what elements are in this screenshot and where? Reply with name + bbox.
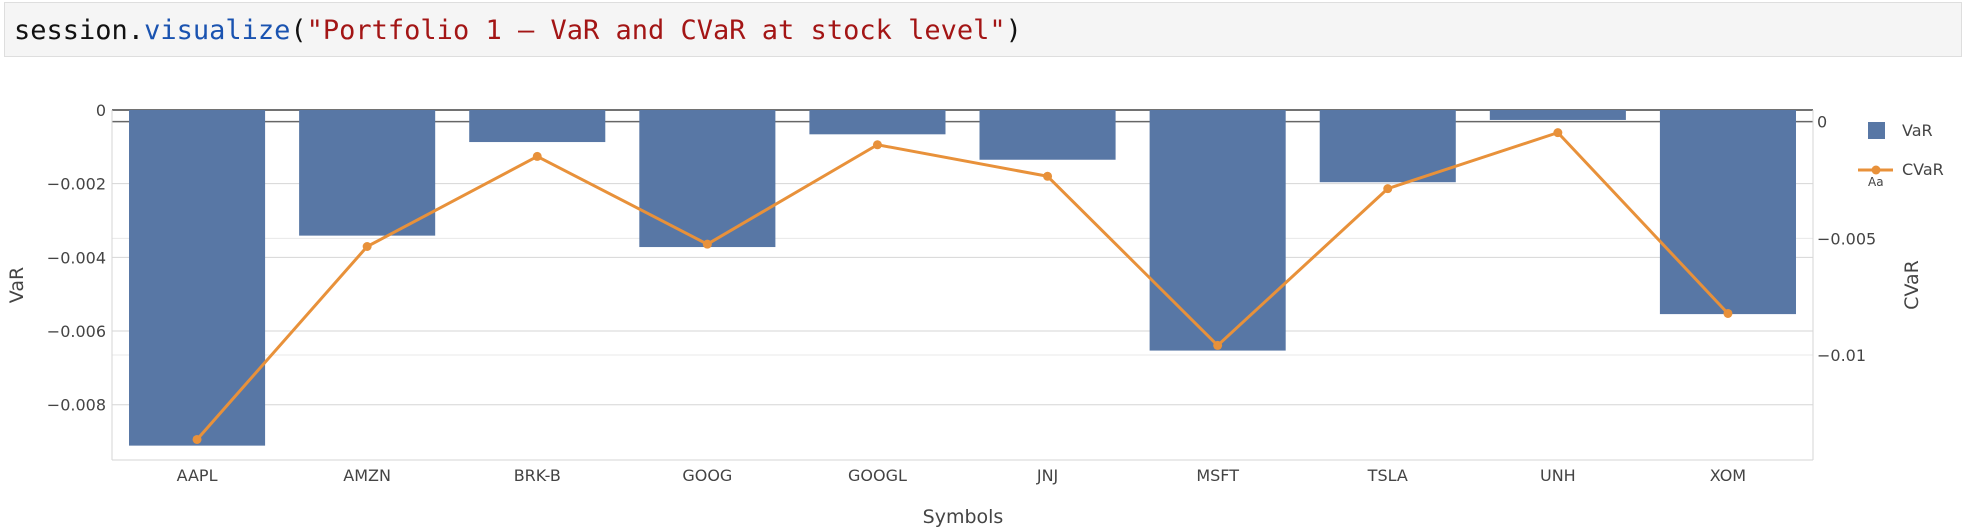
x-tick-label: JNJ bbox=[1036, 466, 1058, 485]
code-open-paren: ( bbox=[290, 15, 307, 46]
y-tick-label: −0.008 bbox=[47, 396, 106, 415]
bar-googl[interactable] bbox=[809, 110, 946, 135]
code-object: session bbox=[14, 15, 128, 46]
y2-tick-label: −0.005 bbox=[1817, 229, 1876, 248]
cvar-point-msft[interactable] bbox=[1213, 340, 1223, 350]
legend-var-swatch bbox=[1868, 122, 1885, 139]
y2-axis-title: CVaR bbox=[1901, 260, 1923, 310]
cvar-point-amzn[interactable] bbox=[362, 242, 372, 251]
code-method: visualize bbox=[144, 15, 291, 46]
bar-brk-b[interactable] bbox=[469, 110, 606, 143]
bar-aapl[interactable] bbox=[129, 110, 266, 446]
cvar-point-jnj[interactable] bbox=[1043, 171, 1053, 181]
y-tick-label: −0.004 bbox=[47, 248, 106, 267]
cvar-point-xom[interactable] bbox=[1723, 308, 1733, 318]
x-tick-label: TSLA bbox=[1367, 466, 1408, 485]
bar-goog[interactable] bbox=[639, 110, 776, 248]
code-dot: . bbox=[127, 15, 145, 46]
var-cvar-chart: 0 −0.002 −0.004 −0.006 −0.008 0 −0.005 −0.01 AAP… bbox=[6, 101, 1944, 528]
bar-msft[interactable] bbox=[1149, 110, 1286, 351]
x-tick-label: XOM bbox=[1710, 466, 1746, 485]
y-axis-title: VaR bbox=[6, 267, 28, 303]
cvar-point-brk-b[interactable] bbox=[532, 151, 542, 161]
bar-unh[interactable] bbox=[1489, 110, 1626, 120]
y2-tick-label: 0 bbox=[1817, 113, 1827, 132]
x-tick-label: AAPL bbox=[177, 466, 218, 485]
x-tick-label: GOOG bbox=[682, 466, 732, 485]
axes: 0 −0.002 −0.004 −0.006 −0.008 0 −0.005 −0.01 AAP… bbox=[47, 101, 1876, 485]
cvar-line-path bbox=[195, 131, 1730, 441]
var-bars bbox=[129, 110, 1796, 446]
code-close-paren: ) bbox=[1005, 15, 1022, 46]
y-tick-label: −0.002 bbox=[47, 175, 106, 194]
y-tick-label: −0.006 bbox=[47, 322, 106, 341]
code-argument: "Portfolio 1 – VaR and CVaR at stock lev… bbox=[306, 15, 1006, 46]
y2-tick-label: −0.01 bbox=[1817, 346, 1866, 365]
legend[interactable]: VaR CVaR Aa bbox=[1858, 121, 1944, 189]
legend-var-label: VaR bbox=[1902, 121, 1933, 140]
cvar-point-aapl[interactable] bbox=[192, 434, 202, 444]
x-tick-label: GOOGL bbox=[848, 466, 907, 485]
bar-tsla[interactable] bbox=[1319, 110, 1456, 183]
cvar-point-goog[interactable] bbox=[702, 239, 712, 249]
cvar-point-tsla[interactable] bbox=[1383, 184, 1393, 194]
cvar-line bbox=[192, 128, 1733, 444]
cvar-point-googl[interactable] bbox=[872, 140, 882, 150]
code-cell[interactable]: session.visualize("Portfolio 1 – VaR and… bbox=[4, 2, 1962, 57]
cvar-point-unh[interactable] bbox=[1553, 128, 1563, 138]
legend-cvar-label: CVaR bbox=[1902, 160, 1944, 179]
x-axis-title: Symbols bbox=[923, 506, 1004, 528]
x-tick-label: AMZN bbox=[343, 466, 391, 485]
legend-extra-label: Aa bbox=[1868, 175, 1884, 189]
x-tick-label: BRK-B bbox=[514, 466, 561, 485]
x-tick-label: MSFT bbox=[1196, 466, 1239, 485]
x-tick-label: UNH bbox=[1540, 466, 1576, 485]
y-tick-label: 0 bbox=[96, 101, 106, 120]
legend-cvar-marker bbox=[1871, 165, 1881, 175]
bar-xom[interactable] bbox=[1659, 110, 1796, 315]
bar-amzn[interactable] bbox=[299, 110, 436, 236]
bar-jnj[interactable] bbox=[979, 110, 1116, 160]
